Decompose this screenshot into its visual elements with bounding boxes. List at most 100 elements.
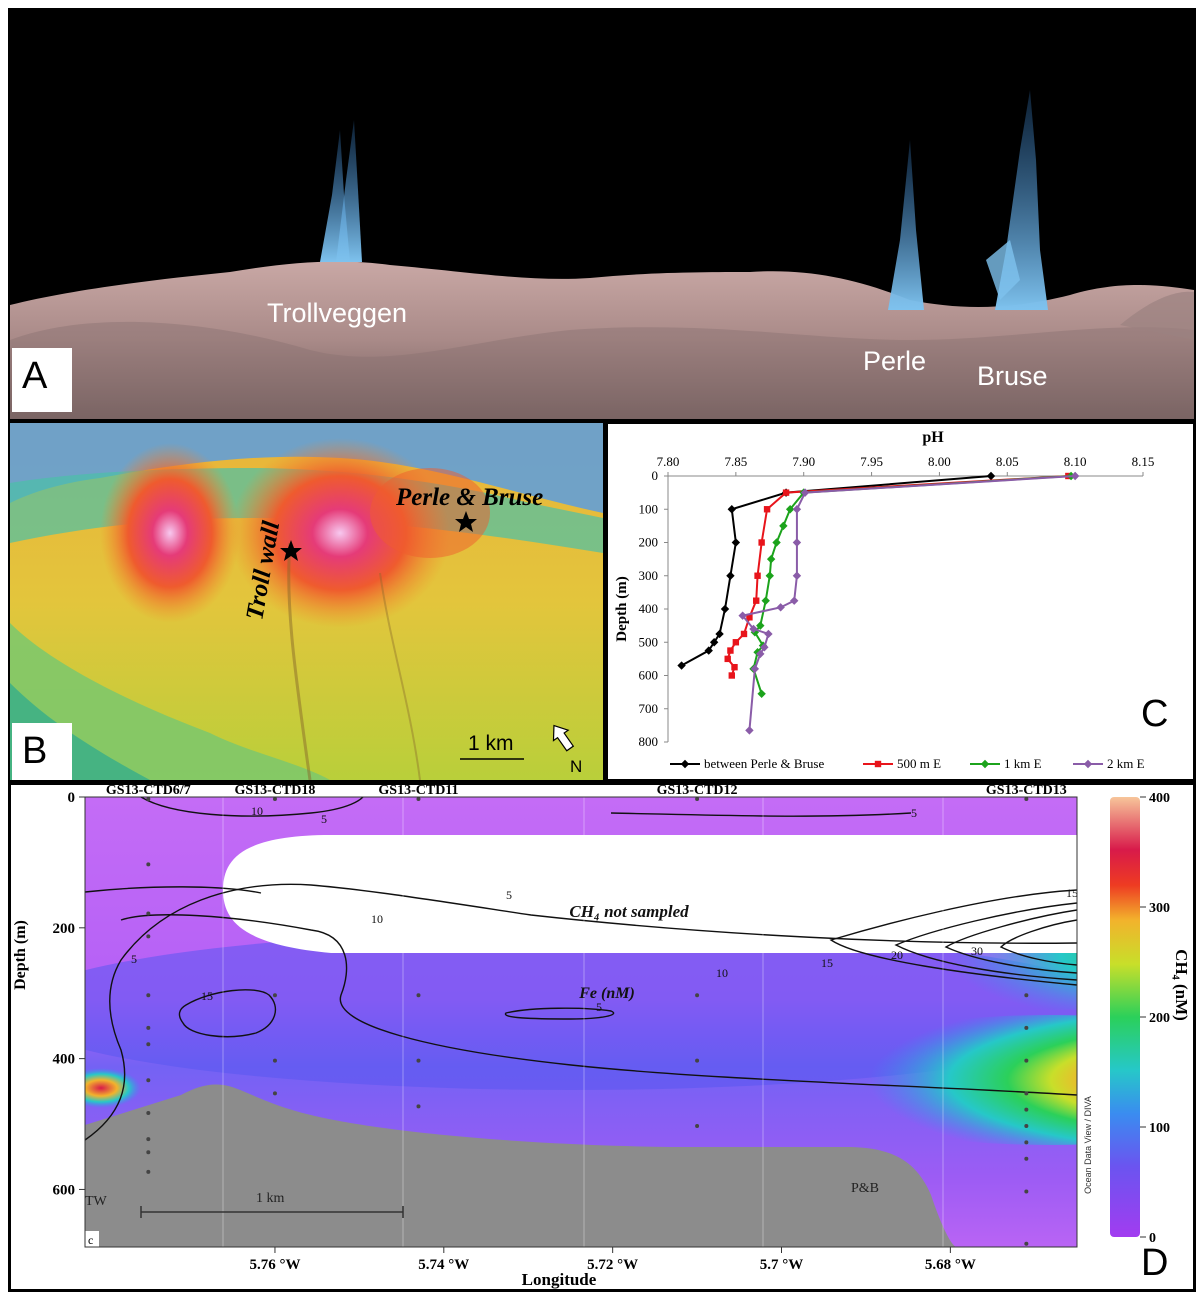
ch4-blob-trollwall [85, 1068, 141, 1108]
relief-high-west [100, 443, 240, 623]
sample-dot [272, 1058, 277, 1063]
panel-letter-a: A [12, 348, 72, 412]
data-point [764, 629, 773, 639]
station-sample-dots [146, 797, 1029, 1246]
y-tick-label: 200 [53, 921, 76, 937]
sample-dot [695, 993, 700, 998]
data-point [874, 760, 882, 768]
series-2 [724, 472, 1072, 679]
label-perle: Perle [863, 346, 926, 376]
sample-dot [1024, 1107, 1029, 1112]
colorbar-tick-label: 0 [1149, 1231, 1156, 1246]
legend-label: 1 km E [1004, 756, 1042, 771]
fe-contour-label: 5 [131, 952, 137, 966]
sample-dot [146, 797, 151, 801]
sample-dot [1024, 1124, 1029, 1129]
panel-b-bathymetry-map: Perle & Bruse Troll wall 1 km N B [8, 421, 605, 782]
north-arrow-icon [552, 724, 575, 752]
ch4-colorbar [1110, 797, 1140, 1237]
sample-dot [1024, 1241, 1029, 1246]
data-point [709, 638, 719, 647]
x-tick-label: 5.74 °W [418, 1257, 469, 1273]
y-tick-label: 500 [639, 634, 659, 649]
sample-dot [1024, 1025, 1029, 1030]
legend-label: between Perle & Bruse [704, 756, 824, 771]
data-point [792, 571, 802, 580]
seafloor-ridge-right [1120, 291, 1194, 340]
y-tick-label: 0 [68, 790, 76, 806]
data-point [757, 689, 766, 698]
fe-contour-label: 5 [596, 1000, 602, 1014]
section-y-axis-title: Depth (m) [12, 920, 29, 990]
data-point [754, 572, 761, 579]
label-perle-bruse: Perle & Bruse [395, 484, 543, 511]
fe-contour-label: 5 [911, 806, 917, 820]
ph-chart-series [677, 471, 1080, 735]
sample-dot [146, 993, 151, 998]
label-trollveggen: Trollveggen [267, 298, 407, 328]
sample-dot [146, 1042, 151, 1047]
y-tick-label: 700 [639, 701, 659, 716]
data-point [790, 596, 799, 605]
station-label: GS13-CTD12 [657, 785, 738, 798]
sample-dot [1024, 1091, 1029, 1096]
ch4-section-axes: 5.76 °W 5.74 °W 5.72 °W 5.7 °W 5.68 °W 0 200 40… [53, 790, 1078, 1273]
data-point [715, 629, 724, 639]
sample-dot [146, 1150, 151, 1155]
data-point [980, 759, 990, 769]
x-tick-label: 7.90 [792, 454, 815, 469]
fe-contour-label: 10 [251, 804, 263, 818]
sample-dot [416, 797, 421, 801]
x-tick-label: 7.80 [657, 454, 680, 469]
sample-dot [146, 1110, 151, 1115]
subpanel-tag: c [88, 1233, 93, 1247]
series-line [752, 475, 1072, 695]
x-tick-label: 8.00 [928, 454, 951, 469]
panel-letter-b: B [12, 723, 72, 780]
series-1 [677, 471, 996, 670]
data-point [986, 471, 996, 481]
sample-dot [416, 1058, 421, 1063]
ch4-section-svg: 10 5 5 10 15 5 5 10 15 20 30 15 5 CH₄ not sampled Fe… [12, 785, 1191, 1289]
fe-contour-label: 10 [716, 966, 728, 980]
sample-dot [416, 1104, 421, 1109]
not-sampled-region [223, 835, 1077, 953]
data-point [727, 647, 734, 654]
x-tick-label: 7.85 [724, 454, 747, 469]
fe-contour-label: 15 [201, 989, 213, 1003]
y-tick-label: 400 [639, 601, 659, 616]
panel-c-ph-depth-chart: 7.80 7.85 7.90 7.95 8.00 8.05 8.10 8.15 0 100 200 3… [605, 421, 1196, 782]
site-marker-troll-wall [280, 540, 302, 561]
y-tick-label: 200 [639, 535, 659, 550]
sample-dot [695, 1058, 700, 1063]
data-point [746, 614, 753, 621]
fe-contour-label: 30 [971, 944, 983, 958]
station-label: GS13-CTD13 [986, 785, 1067, 798]
plume-bruse [986, 90, 1048, 310]
x-tick-label: 5.72 °W [587, 1257, 638, 1273]
data-point [704, 646, 713, 655]
not-sampled-label: CH₄ not sampled [569, 902, 689, 921]
data-point [758, 539, 765, 546]
sample-dot [1024, 1156, 1029, 1161]
fe-contour-labels: 10 5 5 10 15 5 5 10 15 20 30 15 5 [131, 804, 1078, 1014]
fe-contour-label: 10 [371, 912, 383, 926]
region-label-pb: P&B [851, 1181, 879, 1196]
sample-dot [146, 1137, 151, 1142]
x-tick-label: 5.7 °W [760, 1257, 804, 1273]
sample-dot [416, 993, 421, 998]
ch4-plume-bottom [791, 1015, 1077, 1145]
shallow-southwest [10, 623, 330, 780]
subpanel-tag-box [85, 1231, 99, 1247]
sample-dot [272, 797, 277, 801]
data-point [765, 571, 774, 580]
sample-dot [1024, 993, 1029, 998]
data-point [726, 571, 735, 580]
station-labels: GS13-CTD6/7 GS13-CTD18 GS13-CTD11 GS13-CTD1… [106, 785, 1067, 798]
fe-contour-label: 15 [1066, 886, 1078, 900]
data-point [727, 505, 736, 514]
fe-contour-label: 5 [506, 888, 512, 902]
region-label-tw: TW [85, 1194, 108, 1209]
station-label: GS13-CTD18 [235, 785, 316, 798]
x-tick-label: 7.95 [860, 454, 883, 469]
